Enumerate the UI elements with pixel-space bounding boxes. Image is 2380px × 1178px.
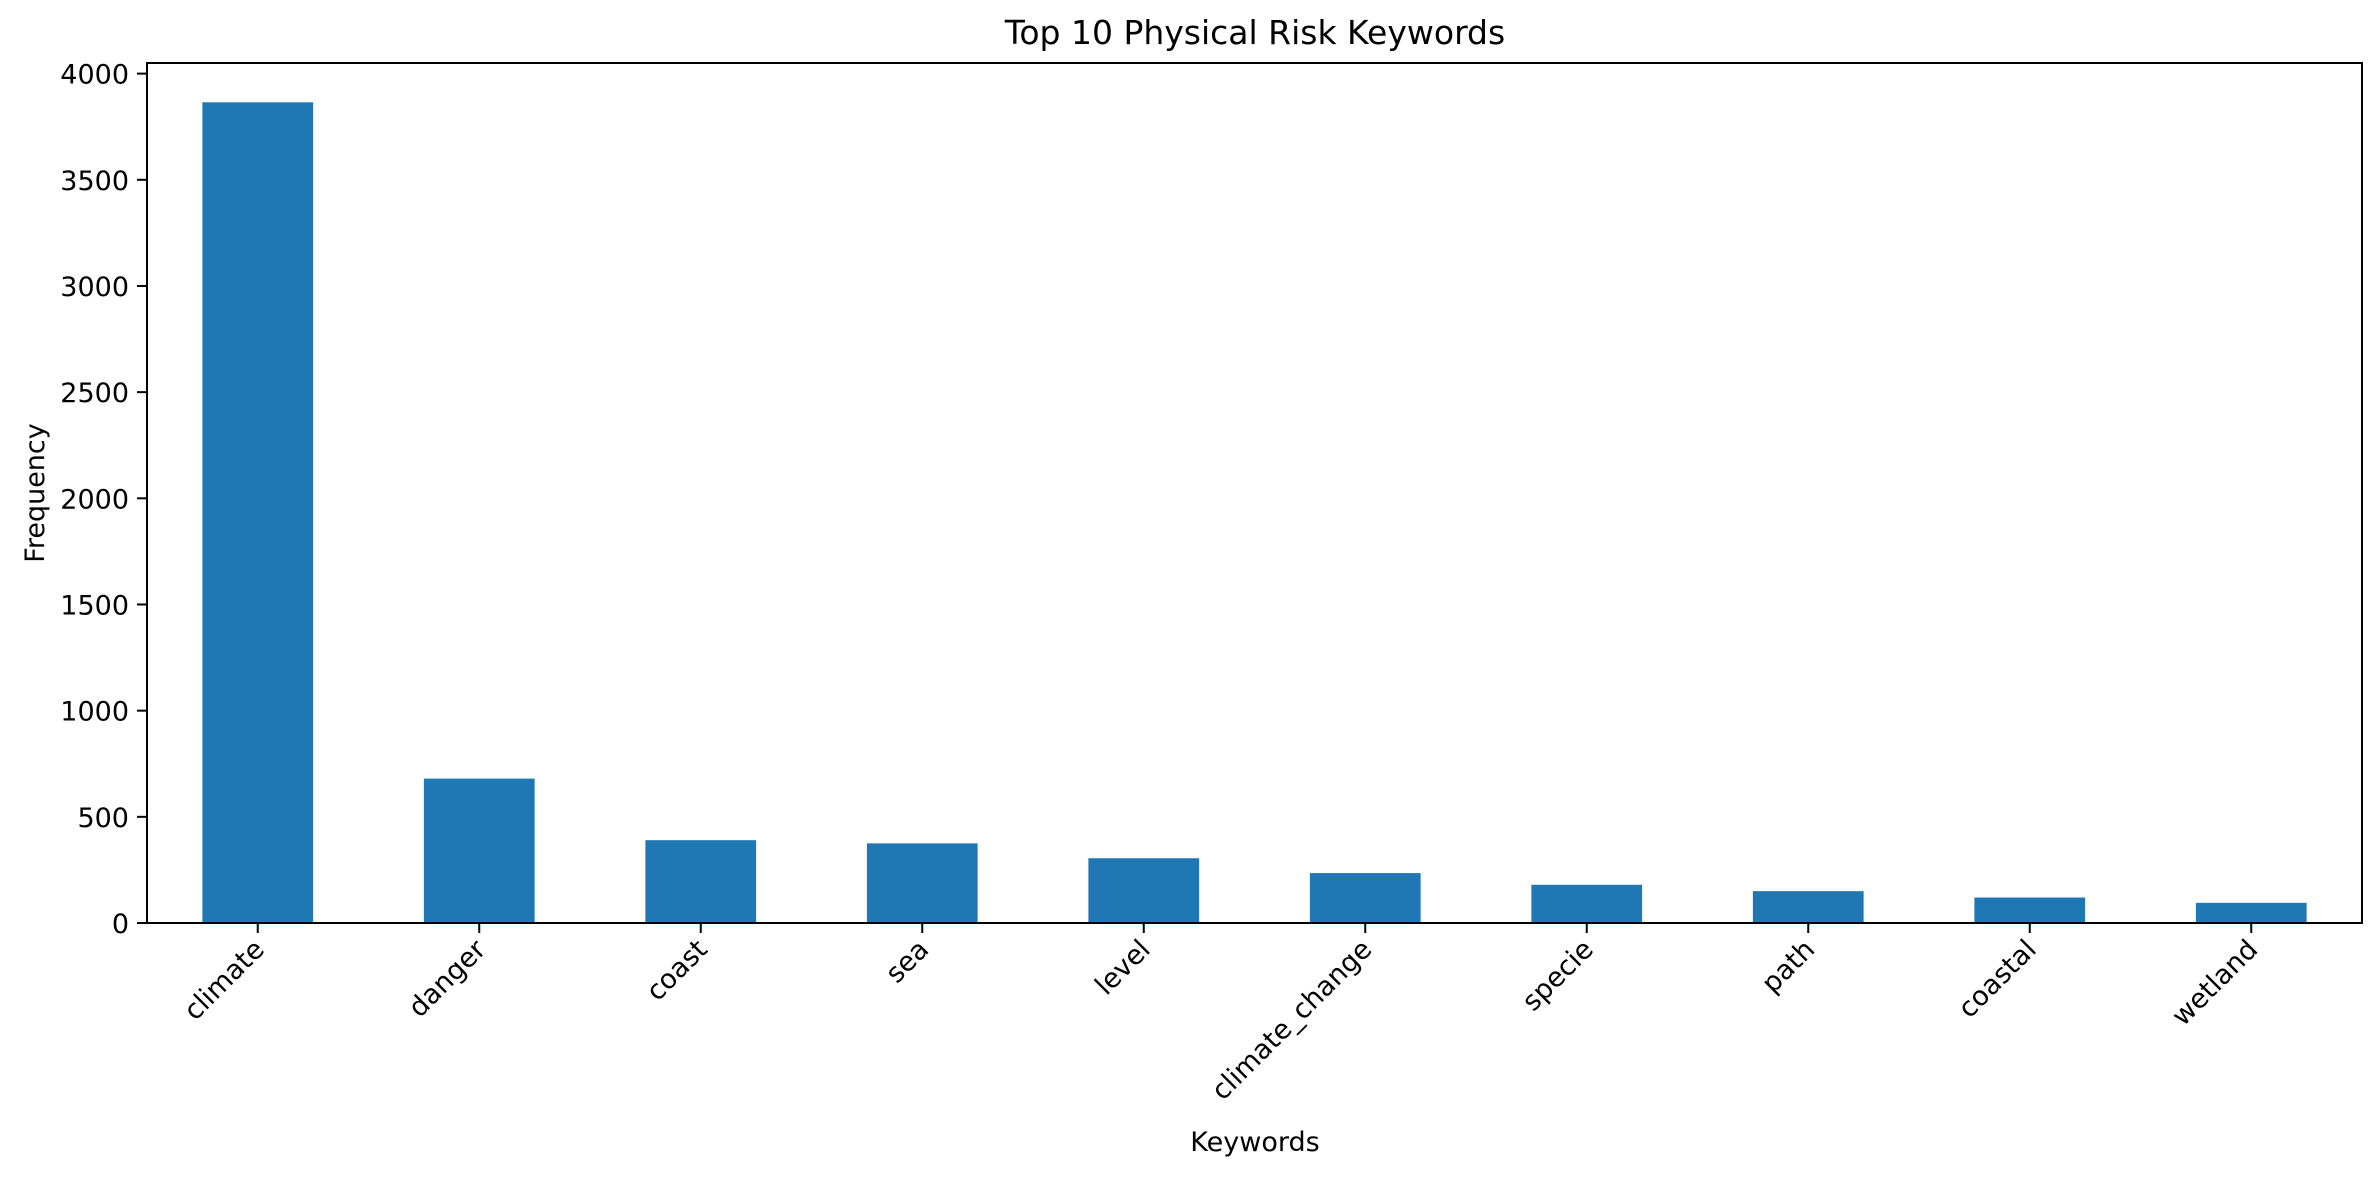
bar-specie [1531,884,1643,923]
y-tick-label: 2500 [60,378,129,409]
y-axis-label: Frequency [20,423,51,563]
y-tick-label: 4000 [60,60,129,91]
y-tick-label: 1500 [60,590,129,621]
y-tick-label: 500 [77,803,129,834]
bar-danger [423,778,535,923]
y-tick-label: 1000 [60,697,129,728]
x-tick-label: path [1756,934,1821,999]
x-axis-label: Keywords [1190,1127,1319,1158]
x-axis-ticks: climate danger coast sea level climate_change… [178,923,2264,1106]
bar-wetland [2195,902,2307,923]
x-tick-label: danger [403,933,493,1023]
y-axis-ticks: 0 500 1000 1500 2000 2500 3000 3500 4000 [60,60,147,940]
bar-coastal [1974,897,2086,923]
x-tick-label: coastal [1952,934,2042,1024]
y-tick-label: 3000 [60,272,129,303]
y-tick-label: 0 [112,909,129,940]
bar-climate-change [1309,873,1421,923]
x-tick-label: climate_change [1206,934,1378,1106]
chart-title: Top 10 Physical Risk Keywords [1004,13,1505,52]
x-tick-label: coast [640,934,713,1007]
x-tick-label: level [1089,934,1156,1001]
y-tick-label: 3500 [60,166,129,197]
y-tick-label: 2000 [60,484,129,515]
bars-group [202,102,2307,924]
bar-sea [866,843,978,923]
bar-path [1752,891,1864,923]
x-tick-label: specie [1516,934,1599,1017]
x-tick-label: wetland [2166,934,2264,1032]
bar-climate [202,102,314,924]
bar-coast [645,840,757,923]
axes-frame [146,62,2363,924]
x-tick-label: sea [880,934,935,989]
x-tick-label: climate [178,934,271,1027]
bar-level [1088,858,1200,923]
